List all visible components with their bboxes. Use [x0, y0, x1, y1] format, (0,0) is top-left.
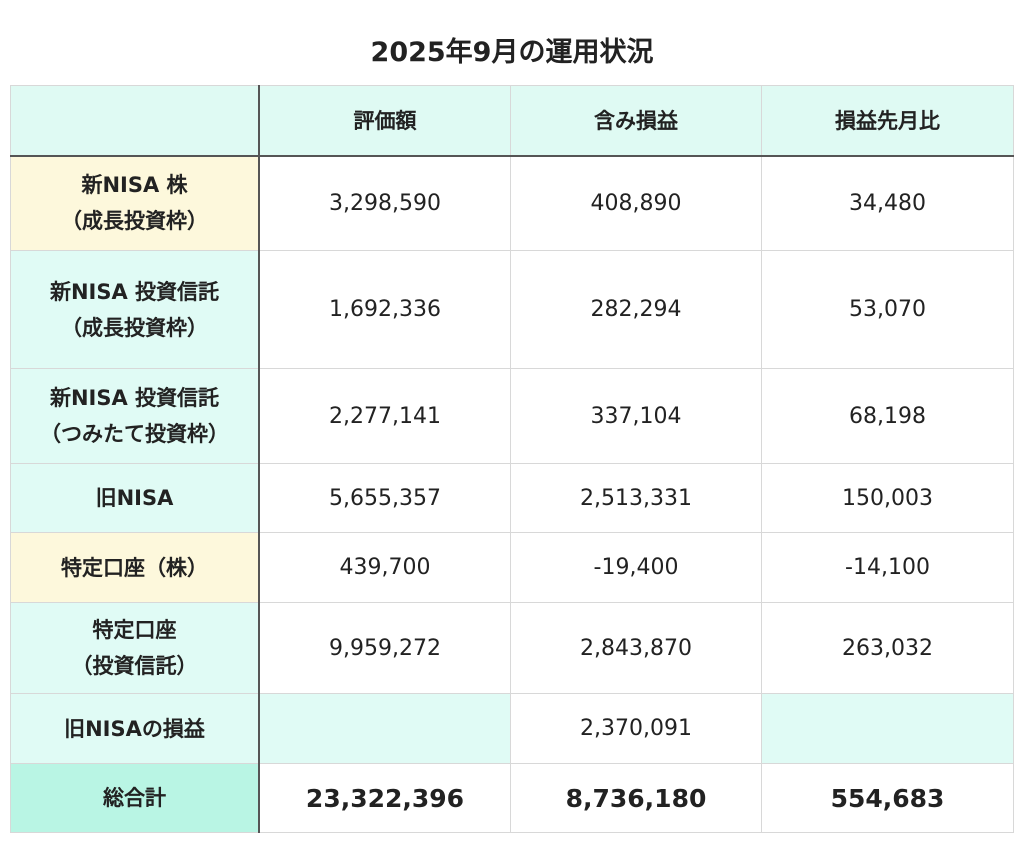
value-cell: 23,322,396	[258, 763, 511, 833]
value-cell: 554,683	[761, 763, 1014, 833]
title: 2025年9月の運用状況	[370, 37, 654, 68]
value-cell: 2,370,091	[510, 693, 762, 764]
value-cell: 439,700	[258, 532, 511, 603]
value-cell: 2,843,870	[510, 602, 762, 694]
empty-cell	[258, 693, 511, 764]
value-cell: 337,104	[510, 368, 762, 464]
empty-cell	[761, 693, 1014, 764]
row: 特定口座（株） 439,700 -19,400 -14,100	[10, 532, 1014, 603]
row-label: 旧NISA	[10, 463, 260, 533]
value-cell: 5,655,357	[258, 463, 511, 533]
label-line: 旧NISAの損益	[64, 716, 205, 741]
row: 旧NISA 5,655,357 2,513,331 150,003	[10, 463, 1014, 533]
header-cell: 評価額	[258, 85, 511, 157]
corner-cell	[10, 85, 260, 157]
value-cell: 68,198	[761, 368, 1014, 464]
label-line: 新NISA 投資信託	[49, 279, 220, 304]
value-cell: 408,890	[510, 155, 762, 251]
row-label: 総合計	[10, 763, 260, 833]
value-cell: 2,513,331	[510, 463, 762, 533]
value-cell: 282,294	[510, 250, 762, 369]
row-label: 新NISA 投資信託 （つみたて投資枠）	[10, 368, 260, 464]
row: 新NISA 投資信託 （つみたて投資枠） 2,277,141 337,104 68,19…	[10, 368, 1014, 464]
label-line: 特定口座	[92, 618, 177, 642]
value-cell: -19,400	[510, 532, 762, 603]
header-cell: 損益先月比	[761, 85, 1014, 157]
value-cell: 53,070	[761, 250, 1014, 369]
label-line: 旧NISA	[95, 486, 174, 510]
row: 特定口座 （投資信託） 9,959,272 2,843,870 263,032	[10, 602, 1014, 694]
row-label: 特定口座（株）	[10, 532, 260, 603]
label-line: 新NISA 投資信託	[49, 386, 220, 410]
row-label: 新NISA 投資信託 （成長投資枠）	[10, 250, 260, 369]
label-line: 新NISA 株	[81, 173, 188, 198]
row-label: 特定口座 （投資信託）	[10, 602, 260, 694]
row: 新NISA 投資信託 （成長投資枠） 1,692,336 282,294 53,070	[10, 250, 1014, 369]
table: 評価額 含み損益 損益先月比新NISA 株 （成長投資枠） 3,298,590 408,8…	[10, 85, 1014, 833]
label-line: 特定口座（株）	[61, 555, 208, 580]
value-cell: -14,100	[761, 532, 1014, 603]
value-cell: 1,692,336	[258, 250, 511, 369]
value-cell: 2,277,141	[258, 368, 511, 464]
row-label: 旧NISAの損益	[10, 693, 260, 764]
label-line: （投資信託）	[71, 654, 198, 678]
header-row: 評価額 含み損益 損益先月比	[10, 85, 1014, 157]
header-cell: 含み損益	[510, 85, 762, 157]
value-cell: 9,959,272	[258, 602, 511, 694]
value-cell: 3,298,590	[258, 155, 511, 251]
label-line: （つみたて投資枠）	[40, 422, 229, 446]
label-line: 総合計	[103, 786, 166, 810]
row-label: 新NISA 株 （成長投資枠）	[10, 155, 260, 251]
label-line: （成長投資枠）	[61, 209, 208, 234]
value-cell: 150,003	[761, 463, 1014, 533]
label-line: （成長投資枠）	[61, 315, 208, 340]
row: 新NISA 株 （成長投資枠） 3,298,590 408,890 34,480	[10, 155, 1014, 251]
value-cell: 8,736,180	[510, 763, 762, 833]
value-cell: 263,032	[761, 602, 1014, 694]
row: 総合計 23,322,396 8,736,180 554,683	[10, 763, 1014, 833]
row: 旧NISAの損益 2,370,091	[10, 693, 1014, 764]
value-cell: 34,480	[761, 155, 1014, 251]
